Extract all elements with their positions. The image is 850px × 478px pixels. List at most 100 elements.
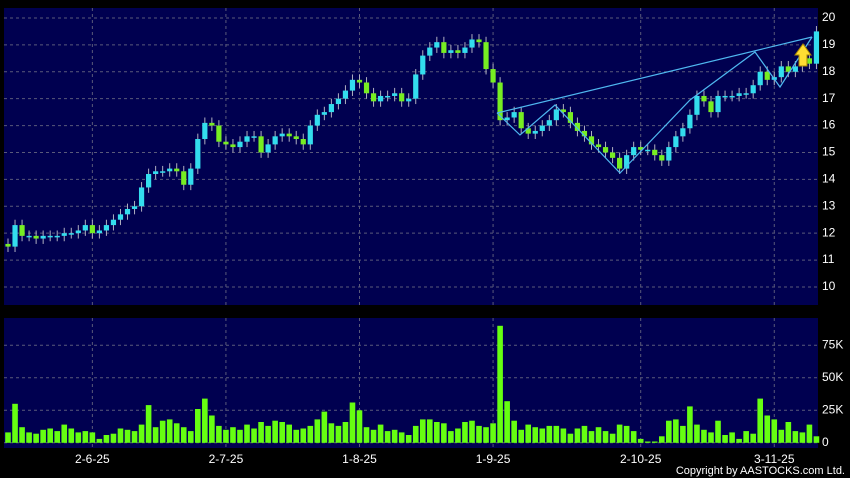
candle-body bbox=[195, 139, 201, 169]
volume-bar bbox=[258, 422, 264, 443]
volume-bar bbox=[209, 415, 215, 443]
volume-bar bbox=[462, 422, 468, 443]
volume-bar bbox=[166, 419, 173, 443]
candle-body bbox=[61, 233, 67, 236]
volume-bar bbox=[588, 431, 595, 443]
volume-bar bbox=[813, 436, 820, 443]
candle-body bbox=[363, 82, 370, 94]
candle-body bbox=[307, 125, 313, 145]
volume-bar bbox=[216, 425, 222, 443]
candle-body bbox=[624, 155, 630, 169]
candle-body bbox=[89, 225, 95, 234]
candle-body bbox=[138, 187, 145, 207]
candle-body bbox=[209, 122, 215, 126]
volume-bar bbox=[96, 438, 103, 443]
candle-body bbox=[265, 144, 271, 153]
y-tick-label: 12 bbox=[822, 225, 836, 239]
volume-bar bbox=[26, 432, 32, 443]
volume-bar bbox=[237, 429, 243, 443]
candle-body bbox=[609, 152, 616, 158]
volume-bar bbox=[658, 436, 665, 443]
volume-bar bbox=[595, 427, 602, 443]
candle-body bbox=[497, 82, 503, 121]
candle-body bbox=[757, 71, 763, 86]
candle-body bbox=[413, 74, 419, 99]
volume-bar bbox=[286, 424, 292, 443]
candle-body bbox=[146, 173, 152, 188]
volume-bar bbox=[581, 425, 588, 443]
volume-bar bbox=[764, 415, 771, 443]
volume-bar bbox=[103, 435, 110, 443]
candle-body bbox=[124, 208, 131, 215]
candle-body bbox=[778, 66, 784, 78]
volume-bar bbox=[736, 438, 742, 443]
volume-bar bbox=[771, 419, 778, 443]
volume-bar bbox=[511, 420, 517, 443]
candle-body bbox=[286, 133, 292, 137]
candle-body bbox=[40, 235, 46, 239]
volume-bar bbox=[602, 431, 609, 443]
candle-body bbox=[251, 136, 257, 138]
volume-bar bbox=[279, 422, 285, 443]
volume-bar bbox=[708, 432, 714, 443]
candle-body bbox=[504, 117, 510, 121]
volume-bar bbox=[117, 428, 124, 443]
volume-bar bbox=[300, 428, 307, 443]
volume-bar bbox=[180, 427, 187, 443]
candle-body bbox=[441, 42, 447, 53]
volume-bar bbox=[441, 423, 447, 443]
volume-bar bbox=[19, 427, 25, 443]
volume-bar bbox=[391, 429, 398, 443]
volume-bar bbox=[110, 433, 117, 443]
candle-body bbox=[188, 168, 194, 185]
x-tick-label: 2-7-25 bbox=[209, 452, 244, 466]
volume-bar bbox=[195, 409, 201, 443]
candle-body bbox=[476, 39, 482, 43]
y-tick-label: 11 bbox=[822, 252, 835, 266]
candle-body bbox=[708, 101, 714, 113]
x-tick-label: 1-8-25 bbox=[342, 452, 377, 466]
volume-bar bbox=[384, 431, 391, 443]
volume-bar bbox=[75, 432, 82, 443]
candle-body bbox=[181, 171, 187, 185]
candle-body bbox=[293, 136, 299, 140]
candle-body bbox=[666, 147, 672, 161]
volume-bar bbox=[722, 435, 728, 443]
y-tick-label: 18 bbox=[822, 64, 836, 78]
candle-body bbox=[75, 230, 81, 234]
candle-body bbox=[806, 58, 813, 64]
candle-body bbox=[406, 98, 412, 102]
candle-body bbox=[539, 125, 545, 131]
candle-body bbox=[525, 128, 531, 134]
candle-body bbox=[553, 109, 559, 121]
volume-bar bbox=[5, 432, 11, 443]
volume-bar bbox=[532, 427, 539, 443]
volume-bar bbox=[743, 431, 749, 443]
candle-body bbox=[258, 136, 264, 153]
candle-body bbox=[356, 79, 363, 83]
y-tick-label: 10 bbox=[822, 279, 836, 293]
candle-body bbox=[244, 136, 250, 142]
volume-bar bbox=[483, 427, 489, 443]
candle-body bbox=[715, 95, 721, 113]
candle-body bbox=[518, 112, 524, 129]
volume-bar bbox=[666, 420, 672, 443]
candle-body bbox=[490, 69, 496, 83]
candle-body bbox=[5, 243, 11, 247]
candle-body bbox=[230, 144, 236, 148]
volume-bar bbox=[539, 428, 546, 443]
volume-bar bbox=[202, 398, 208, 443]
candle-body bbox=[673, 136, 679, 148]
candle-body bbox=[455, 50, 461, 53]
volume-bar bbox=[265, 425, 271, 443]
volume-bar bbox=[244, 424, 250, 443]
candle-body bbox=[785, 66, 791, 72]
candle-body bbox=[272, 136, 278, 145]
volume-bar bbox=[356, 410, 363, 443]
candle-body bbox=[68, 233, 74, 235]
y-tick-label: 75K bbox=[822, 337, 843, 351]
volume-bar bbox=[644, 441, 651, 443]
volume-bar bbox=[363, 427, 370, 443]
volume-bar bbox=[293, 429, 300, 443]
